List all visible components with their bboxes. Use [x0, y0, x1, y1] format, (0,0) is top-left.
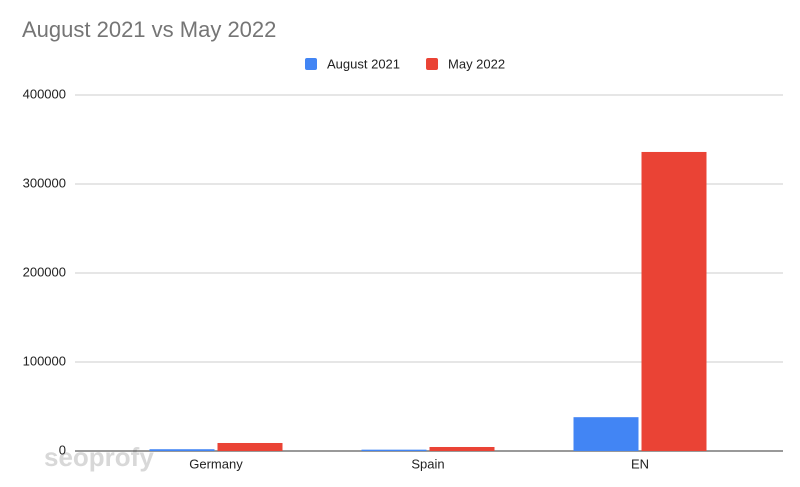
y-tick-label: 300000	[23, 175, 66, 190]
y-tick-label: 0	[59, 442, 66, 457]
bar	[217, 442, 283, 451]
bar	[573, 417, 639, 451]
watermark: seoprofy	[44, 442, 154, 472]
x-tick-label: Spain	[411, 456, 444, 471]
y-tick-label: 200000	[23, 264, 66, 279]
legend-label: May 2022	[448, 56, 505, 71]
y-tick-label: 100000	[23, 353, 66, 368]
bar	[361, 449, 427, 451]
bar	[641, 151, 707, 451]
legend-swatch	[426, 58, 439, 70]
legend-swatch	[305, 58, 317, 70]
chart-title: August 2021 vs May 2022	[22, 17, 276, 42]
y-tick-label: 400000	[23, 86, 66, 101]
x-tick-label: EN	[631, 456, 649, 471]
legend-label: August 2021	[327, 56, 400, 71]
x-tick-label: Germany	[189, 456, 243, 471]
bar	[149, 449, 215, 451]
bar	[429, 446, 495, 451]
